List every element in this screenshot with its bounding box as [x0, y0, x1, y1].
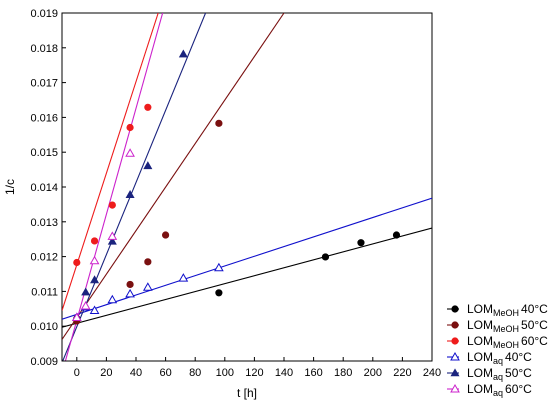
legend-label: LOMaq 40°C: [467, 350, 532, 366]
legend-label: LOMMeOH 50°C: [467, 318, 548, 334]
data-point: [162, 231, 170, 239]
x-tick-label: 200: [364, 367, 382, 379]
fit-line: [62, 227, 432, 328]
x-tick-label: 60: [159, 367, 171, 379]
x-tick-label: 140: [275, 367, 293, 379]
y-tick-label: 0.014: [30, 182, 58, 194]
y-tick-label: 0.009: [30, 356, 58, 368]
y-tick-label: 0.017: [30, 78, 58, 90]
data-point: [73, 258, 81, 267]
fit-line: [64, 13, 164, 361]
data-point: [80, 301, 91, 310]
fit-line: [62, 197, 432, 320]
data-point: [321, 253, 330, 261]
data-point: [107, 236, 117, 245]
y-tick-label: 0.015: [30, 147, 58, 159]
data-point: [392, 231, 401, 239]
data-point: [215, 289, 223, 297]
legend-label: LOMaq 50°C: [467, 366, 532, 382]
x-tick-label: 180: [334, 367, 352, 379]
data-point: [89, 305, 100, 315]
data-point: [108, 201, 116, 209]
x-tick-label: 80: [189, 367, 201, 379]
data-point: [90, 275, 100, 284]
data-point: [143, 161, 153, 170]
data-point: [142, 282, 153, 291]
data-point: [125, 288, 135, 298]
data-point: [89, 255, 100, 265]
y-tick-label: 0.016: [30, 112, 58, 124]
data-point: [125, 190, 135, 198]
x-tick-label: 240: [423, 367, 441, 379]
data-point: [126, 280, 134, 289]
data-points: [71, 49, 401, 325]
legend-marker: [451, 305, 459, 313]
x-tick-label: 160: [304, 367, 322, 379]
y-tick-label: 0.018: [30, 43, 58, 55]
data-point: [125, 148, 135, 157]
x-axis: 0 20 40 60 80 100 120 140 160 180 200 220 240: [74, 357, 441, 379]
legend-label: LOMMeOH 60°C: [467, 334, 548, 350]
y-tick-label: 0.013: [30, 217, 58, 229]
legend-marker: [451, 337, 459, 345]
data-point: [357, 239, 365, 247]
data-point: [178, 49, 188, 58]
data-point: [215, 119, 223, 127]
legend-label: LOMaq 60°C: [467, 382, 532, 398]
y-tick-label: 0.019: [30, 8, 58, 20]
data-point: [81, 287, 91, 296]
y-tick-label: 0.010: [30, 321, 58, 333]
y-tick-label: 0.011: [31, 286, 58, 298]
x-tick-label: 0: [74, 367, 80, 379]
data-point: [178, 273, 189, 282]
plot-area: [61, 12, 433, 362]
x-tick-label: 20: [100, 367, 112, 379]
legend-label: LOMMeOH 40°C: [467, 302, 548, 318]
x-tick-label: 120: [245, 367, 263, 379]
data-point: [126, 123, 134, 132]
data-point: [214, 262, 224, 272]
data-point: [107, 294, 118, 304]
x-tick-label: 220: [393, 367, 411, 379]
x-tick-label: 100: [216, 367, 234, 379]
x-tick-label: 40: [130, 367, 142, 379]
fit-line: [62, 13, 285, 340]
y-axis: 0.009 0.010 0.011 0.012 0.013 0.014 0.015 0.016…: [30, 8, 66, 368]
data-point: [71, 312, 82, 321]
data-point: [144, 103, 152, 111]
y-tick-label: 0.012: [30, 252, 58, 264]
legend-marker: [450, 351, 460, 361]
legend-marker: [450, 368, 460, 377]
data-point: [144, 258, 152, 266]
plot-frame: [61, 12, 433, 362]
y-axis-title: 1/c: [3, 179, 17, 195]
legend-marker: [451, 321, 459, 329]
x-axis-title: t [h]: [237, 386, 257, 400]
legend-marker: [450, 383, 460, 393]
data-point: [107, 231, 118, 240]
data-point: [90, 237, 99, 245]
